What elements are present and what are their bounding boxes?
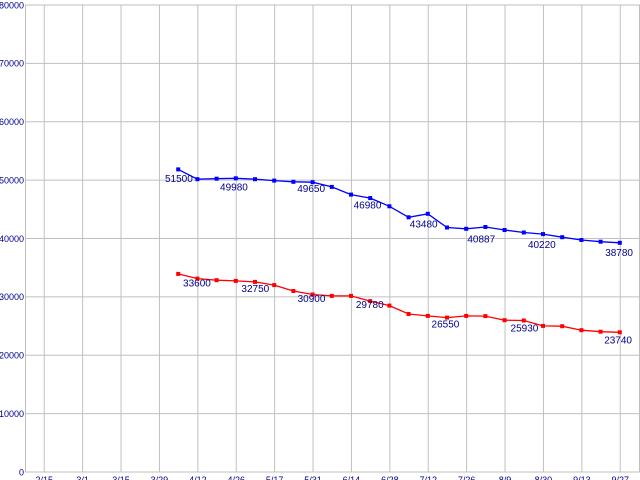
svg-text:7/26: 7/26 — [458, 475, 476, 480]
svg-text:32750: 32750 — [241, 284, 269, 295]
svg-text:38780: 38780 — [605, 248, 633, 259]
svg-text:40000: 40000 — [0, 234, 24, 244]
svg-text:7/12: 7/12 — [419, 475, 437, 480]
svg-text:3/1: 3/1 — [76, 475, 89, 480]
svg-text:29780: 29780 — [356, 300, 384, 311]
svg-text:33600: 33600 — [183, 279, 211, 290]
svg-text:9/13: 9/13 — [573, 475, 591, 480]
svg-text:8/9: 8/9 — [499, 475, 512, 480]
svg-text:20000: 20000 — [0, 351, 24, 361]
svg-text:4/26: 4/26 — [227, 475, 245, 480]
svg-text:6/14: 6/14 — [343, 475, 361, 480]
svg-text:5/31: 5/31 — [304, 475, 322, 480]
svg-text:5/17: 5/17 — [266, 475, 284, 480]
svg-text:80000: 80000 — [0, 0, 24, 10]
svg-text:4/12: 4/12 — [189, 475, 207, 480]
svg-text:0: 0 — [19, 467, 24, 477]
svg-text:40220: 40220 — [528, 240, 556, 251]
svg-text:30900: 30900 — [298, 294, 326, 305]
svg-text:9/27: 9/27 — [611, 475, 629, 480]
svg-text:6/28: 6/28 — [381, 475, 399, 480]
svg-text:30000: 30000 — [0, 292, 24, 302]
svg-text:2/15: 2/15 — [35, 475, 53, 480]
svg-text:50000: 50000 — [0, 175, 24, 185]
svg-text:43480: 43480 — [410, 219, 438, 230]
svg-text:25930: 25930 — [511, 324, 539, 335]
svg-text:3/15: 3/15 — [112, 475, 130, 480]
svg-text:70000: 70000 — [0, 59, 24, 69]
svg-text:3/29: 3/29 — [151, 475, 169, 480]
svg-text:40887: 40887 — [467, 235, 495, 246]
svg-text:60000: 60000 — [0, 117, 24, 127]
svg-text:10000: 10000 — [0, 409, 24, 419]
svg-text:26550: 26550 — [432, 320, 460, 331]
svg-text:8/30: 8/30 — [535, 475, 553, 480]
svg-text:49980: 49980 — [220, 183, 248, 194]
svg-text:23740: 23740 — [604, 336, 632, 347]
svg-text:49650: 49650 — [297, 184, 325, 195]
svg-text:51500: 51500 — [165, 174, 193, 185]
svg-text:46980: 46980 — [354, 201, 382, 212]
